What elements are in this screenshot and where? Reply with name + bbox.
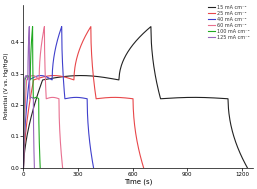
100 mA cm⁻² — [33, 97, 36, 99]
Line: 25 mA cm⁻²: 25 mA cm⁻² — [23, 27, 144, 168]
40 mA cm⁻² — [22, 167, 25, 169]
100 mA cm⁻² — [28, 77, 31, 79]
25 mA cm⁻² — [89, 26, 92, 28]
15 mA cm⁻² — [123, 57, 126, 59]
125 mA cm⁻² — [29, 97, 32, 99]
125 mA cm⁻² — [26, 57, 30, 59]
15 mA cm⁻² — [192, 96, 196, 98]
100 mA cm⁻² — [29, 57, 32, 59]
100 mA cm⁻² — [31, 26, 34, 28]
25 mA cm⁻² — [75, 57, 78, 59]
40 mA cm⁻² — [75, 96, 78, 98]
Line: 60 mA cm⁻²: 60 mA cm⁻² — [23, 27, 63, 168]
125 mA cm⁻² — [30, 96, 33, 98]
25 mA cm⁻² — [38, 77, 41, 79]
15 mA cm⁻² — [194, 96, 197, 98]
40 mA cm⁻² — [68, 97, 71, 99]
100 mA cm⁻² — [34, 96, 38, 98]
125 mA cm⁻² — [30, 96, 33, 98]
60 mA cm⁻² — [51, 96, 54, 98]
60 mA cm⁻² — [51, 96, 54, 98]
Line: 100 mA cm⁻²: 100 mA cm⁻² — [23, 27, 40, 168]
Line: 15 mA cm⁻²: 15 mA cm⁻² — [23, 27, 247, 168]
15 mA cm⁻² — [105, 77, 108, 79]
125 mA cm⁻² — [23, 77, 26, 79]
40 mA cm⁻² — [92, 167, 95, 169]
25 mA cm⁻² — [113, 96, 116, 98]
100 mA cm⁻² — [24, 77, 27, 79]
15 mA cm⁻² — [175, 97, 178, 99]
125 mA cm⁻² — [22, 167, 25, 169]
25 mA cm⁻² — [142, 167, 145, 169]
100 mA cm⁻² — [39, 167, 42, 169]
25 mA cm⁻² — [103, 97, 106, 99]
100 mA cm⁻² — [22, 167, 25, 169]
40 mA cm⁻² — [47, 77, 50, 79]
Line: 125 mA cm⁻²: 125 mA cm⁻² — [23, 27, 34, 168]
Legend: 15 mA cm⁻², 25 mA cm⁻², 40 mA cm⁻², 60 mA cm⁻², 100 mA cm⁻², 125 mA cm⁻²: 15 mA cm⁻², 25 mA cm⁻², 40 mA cm⁻², 60 m… — [207, 4, 250, 41]
60 mA cm⁻² — [43, 26, 46, 28]
125 mA cm⁻² — [26, 77, 29, 79]
125 mA cm⁻² — [33, 167, 36, 169]
X-axis label: Time (s): Time (s) — [124, 178, 152, 185]
60 mA cm⁻² — [48, 97, 51, 99]
100 mA cm⁻² — [34, 96, 38, 98]
15 mA cm⁻² — [22, 167, 25, 169]
15 mA cm⁻² — [53, 77, 56, 79]
40 mA cm⁻² — [52, 57, 55, 59]
25 mA cm⁻² — [113, 96, 116, 98]
60 mA cm⁻² — [36, 77, 39, 79]
40 mA cm⁻² — [75, 96, 78, 98]
15 mA cm⁻² — [149, 26, 152, 28]
60 mA cm⁻² — [61, 167, 64, 169]
125 mA cm⁻² — [28, 26, 31, 28]
60 mA cm⁻² — [27, 77, 30, 79]
40 mA cm⁻² — [60, 26, 63, 28]
60 mA cm⁻² — [22, 167, 25, 169]
40 mA cm⁻² — [31, 77, 34, 79]
60 mA cm⁻² — [39, 57, 42, 59]
25 mA cm⁻² — [66, 77, 69, 79]
Y-axis label: Potential (V vs. Hg/HgO): Potential (V vs. Hg/HgO) — [4, 53, 9, 119]
25 mA cm⁻² — [22, 167, 25, 169]
Line: 40 mA cm⁻²: 40 mA cm⁻² — [23, 27, 94, 168]
15 mA cm⁻² — [246, 167, 249, 169]
